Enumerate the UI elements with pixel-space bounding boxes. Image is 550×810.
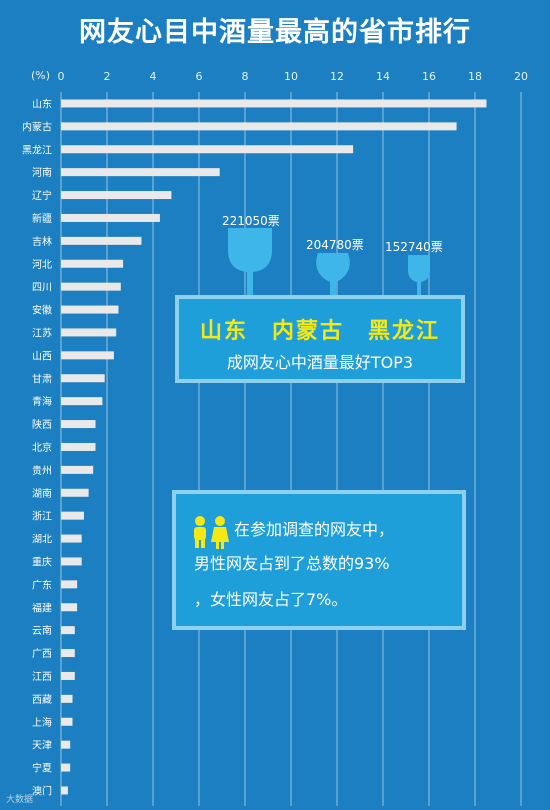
x-tick-label: 10 <box>284 70 298 83</box>
category-label: 山东 <box>32 97 52 110</box>
x-tick-label: 18 <box>468 70 482 83</box>
x-tick-label: 2 <box>104 70 111 83</box>
bar <box>61 534 82 543</box>
category-label: 云南 <box>32 624 52 637</box>
category-label: 四川 <box>32 283 52 294</box>
category-label: 湖南 <box>32 487 52 500</box>
category-label: 河北 <box>32 259 52 271</box>
bar <box>61 145 354 154</box>
bar <box>61 420 96 429</box>
x-tick-label: 8 <box>242 70 249 83</box>
bar <box>61 442 96 451</box>
bar <box>61 397 103 406</box>
category-label: 青海 <box>32 395 52 408</box>
bar <box>61 671 75 680</box>
bar <box>61 649 75 658</box>
bar <box>61 557 82 566</box>
x-tick-label: 12 <box>330 70 344 83</box>
x-tick-label: 0 <box>58 70 65 83</box>
category-label: 福建 <box>32 601 52 614</box>
bar <box>61 626 75 635</box>
bar <box>61 99 487 108</box>
top3-names: 山东 内蒙古 黑龙江 <box>199 319 440 344</box>
gender-ratio-box: 在参加调查的网友中， 男性网友占到了总数的93% ，女性网友占了7%。 <box>172 490 466 630</box>
category-label: 吉林 <box>32 235 52 248</box>
top3-callout-box: 山东 内蒙古 黑龙江 成网友心中酒量最好TOP3 <box>175 295 465 383</box>
gender-line-3: ，女性网友占了7%。 <box>194 590 348 609</box>
category-label: 安徽 <box>32 304 52 317</box>
bar <box>61 488 89 497</box>
bar <box>61 465 94 474</box>
category-label: 内蒙古 <box>22 120 52 133</box>
bar <box>61 511 84 520</box>
category-label: 江苏 <box>32 326 52 339</box>
gender-line-2: 男性网友占到了总数的93% <box>194 554 390 573</box>
bar <box>61 236 142 245</box>
category-label: 广东 <box>32 578 52 591</box>
x-tick-label: 20 <box>514 70 528 83</box>
category-label: 北京 <box>32 441 52 454</box>
category-label: 重庆 <box>32 555 52 568</box>
bar <box>61 328 117 337</box>
bar <box>61 603 78 612</box>
category-label: 湖北 <box>32 534 52 546</box>
category-label: 陕西 <box>32 418 52 431</box>
x-tick-label: 16 <box>422 70 436 83</box>
category-label: 宁夏 <box>32 762 52 775</box>
x-tick-label: 4 <box>150 70 157 83</box>
vote-label-3: 152740票 <box>385 240 443 254</box>
chart-title: 网友心目中酒量最高的省市排行 <box>79 17 471 48</box>
category-label: 西藏 <box>32 694 52 706</box>
category-label: 上海 <box>32 716 52 729</box>
bar <box>61 351 114 360</box>
gender-line-1: 在参加调查的网友中， <box>234 520 395 539</box>
category-label: 黑龙江 <box>22 143 52 156</box>
bar <box>61 191 172 200</box>
category-label: 广西 <box>32 648 52 660</box>
watermark: 大数据 <box>6 795 34 805</box>
x-tick-label: 6 <box>196 70 203 83</box>
bar <box>61 168 220 177</box>
vote-label-1: 221050票 <box>222 214 280 228</box>
bar <box>61 213 160 222</box>
people-icon <box>194 516 229 549</box>
bar <box>61 374 105 383</box>
category-label: 天津 <box>32 740 52 752</box>
category-label: 辽宁 <box>32 189 52 202</box>
x-axis-unit-label: (%) <box>31 69 51 82</box>
category-label: 山西 <box>32 350 52 362</box>
bar <box>61 282 121 291</box>
bar <box>61 305 119 314</box>
top3-subtitle: 成网友心中酒量最好TOP3 <box>226 353 414 372</box>
bar <box>61 763 71 772</box>
category-label: 甘肃 <box>32 372 52 385</box>
category-label: 浙江 <box>32 511 52 523</box>
bar <box>61 580 78 589</box>
bar <box>61 259 124 268</box>
bar <box>61 694 73 703</box>
category-label: 贵州 <box>32 464 52 477</box>
category-label: 河南 <box>32 166 52 179</box>
category-label: 新疆 <box>32 212 52 225</box>
vote-label-2: 204780票 <box>306 238 364 252</box>
bar <box>61 122 457 131</box>
bar <box>61 717 73 726</box>
bar <box>61 786 68 795</box>
category-label: 江西 <box>32 671 52 683</box>
category-label: 澳门 <box>32 784 52 797</box>
x-tick-label: 14 <box>376 70 390 83</box>
bar <box>61 740 71 749</box>
